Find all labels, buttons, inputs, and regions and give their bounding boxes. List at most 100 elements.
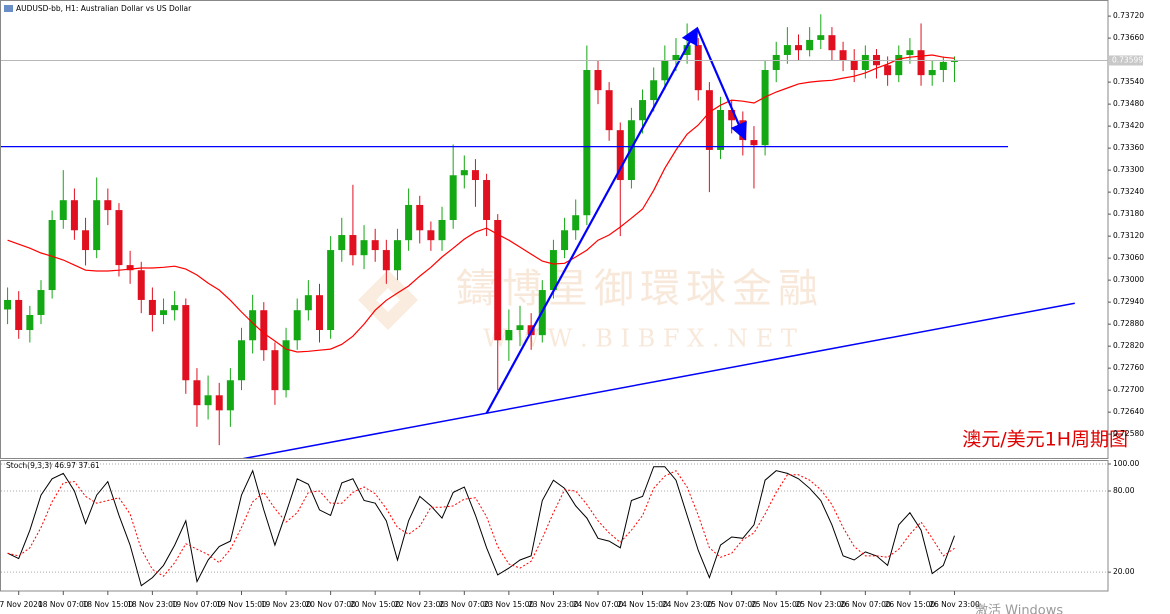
stoch-panel-frame (0, 460, 1109, 592)
candle-body (728, 109, 736, 121)
candle-body (828, 35, 836, 51)
candle-body (215, 395, 223, 411)
last-price-box (1109, 55, 1143, 66)
candle-body (293, 310, 301, 341)
candle-body (750, 140, 758, 146)
arrow-segment (485, 26, 699, 414)
candle-body (137, 270, 145, 300)
candle-body (271, 350, 279, 391)
candle-body (917, 50, 925, 76)
y-tick-label: 0.73300 (1113, 165, 1144, 174)
candle-body (4, 299, 12, 310)
candle-body (928, 70, 936, 76)
trendline (242, 302, 1075, 458)
stoch-plot (1, 463, 1108, 587)
windows-overlay: 激活 Windows (975, 604, 1063, 614)
candle-body (204, 395, 212, 406)
candle-body (416, 204, 424, 231)
main-panel-frame (0, 0, 1109, 459)
candle-body (672, 54, 680, 61)
x-tick-label: 26 Nov 15:00 (885, 600, 936, 609)
candle-body (460, 170, 468, 176)
chart-title: AUDUSD-bb, H1: Australian Dollar vs US D… (16, 4, 192, 13)
candle-body (594, 70, 602, 91)
y-tick-label: 0.73660 (1113, 33, 1144, 42)
candle-body (516, 325, 524, 331)
x-tick-label: 20 Nov 07:00 (305, 600, 356, 609)
candle-body (382, 250, 390, 271)
x-tick-label: 24 Nov 23:00 (662, 600, 713, 609)
y-tick-label: 0.73480 (1113, 99, 1144, 108)
candle-body (349, 235, 357, 256)
candle-body (93, 200, 101, 251)
candle-body (226, 380, 234, 411)
candle-body (82, 230, 90, 251)
candle-body (471, 170, 479, 181)
candle-body (783, 45, 791, 55)
candle-body (494, 219, 502, 341)
candle-body (761, 70, 769, 146)
x-tick-label: 26 Nov 23:00 (929, 600, 980, 609)
y-tick-label: 0.73420 (1113, 121, 1144, 130)
candle-body (583, 70, 591, 216)
stoch-title: Stoch(9,3,3) 46.97 37.61 (6, 461, 100, 470)
watermark-title: 鑄博星御環球金融 (456, 266, 824, 312)
candle-body (15, 299, 23, 331)
candle-body (338, 235, 346, 251)
stoch-line (7, 466, 955, 587)
y-tick-label: 0.73120 (1113, 231, 1144, 240)
y-tick-label: 0.73240 (1113, 187, 1144, 196)
candle-body (126, 265, 134, 271)
candle-body (304, 295, 312, 311)
candle-body (605, 90, 613, 131)
candle-body (884, 65, 892, 76)
candle-body (950, 60, 958, 62)
watermark-logo-inner (376, 288, 400, 312)
x-tick-label: 18 Nov 15:00 (83, 600, 134, 609)
candle-body (115, 210, 123, 266)
candle-body (160, 310, 168, 315)
candle-body (70, 200, 78, 231)
x-tick-label: 25 Nov 07:00 (706, 600, 757, 609)
candle-body (572, 215, 580, 231)
candle-body (193, 380, 201, 406)
y-tick-label: 0.72760 (1113, 363, 1144, 372)
y-tick-label: 0.72880 (1113, 319, 1144, 328)
y-tick-label: 20.00 (1113, 567, 1135, 576)
candle-body (939, 61, 947, 71)
x-tick-label: 17 Nov 2020 (0, 600, 43, 609)
candle-body (249, 310, 257, 341)
candle-body (438, 219, 446, 241)
x-tick-label: 24 Nov 07:00 (573, 600, 624, 609)
candle-body (817, 35, 825, 40)
candle-body (238, 340, 246, 381)
moving-average (7, 54, 955, 353)
y-tick-label: 0.73000 (1113, 275, 1144, 284)
candle-body (683, 45, 691, 55)
candle-body (171, 305, 179, 311)
x-tick-label: 24 Nov 15:00 (617, 600, 668, 609)
candle-body (104, 200, 112, 211)
candle-body (717, 109, 725, 150)
candle-body (327, 250, 335, 331)
x-tick-label: 20 Nov 15:00 (350, 600, 401, 609)
x-tick-label: 22 Nov 23:00 (394, 600, 445, 609)
candle-body (371, 240, 379, 251)
y-tick-label: 0.73540 (1113, 77, 1144, 86)
y-tick-label: 100.00 (1113, 459, 1139, 468)
arrow-segment (696, 27, 747, 141)
x-tick-label: 23 Nov 15:00 (484, 600, 535, 609)
y-tick-label: 0.72940 (1113, 297, 1144, 306)
y-tick-label: 0.72640 (1113, 407, 1144, 416)
y-tick-label: 80.00 (1113, 486, 1135, 495)
chart-caption: 澳元/美元1H周期图 (962, 429, 1128, 451)
candle-body (37, 290, 45, 315)
x-tick-label: 19 Nov 23:00 (261, 600, 312, 609)
y-tick-label: 0.73180 (1113, 209, 1144, 218)
candle-body (505, 330, 513, 341)
x-tick-label: 23 Nov 07:00 (439, 600, 490, 609)
candle-body (772, 54, 780, 71)
candle-body (26, 314, 34, 331)
